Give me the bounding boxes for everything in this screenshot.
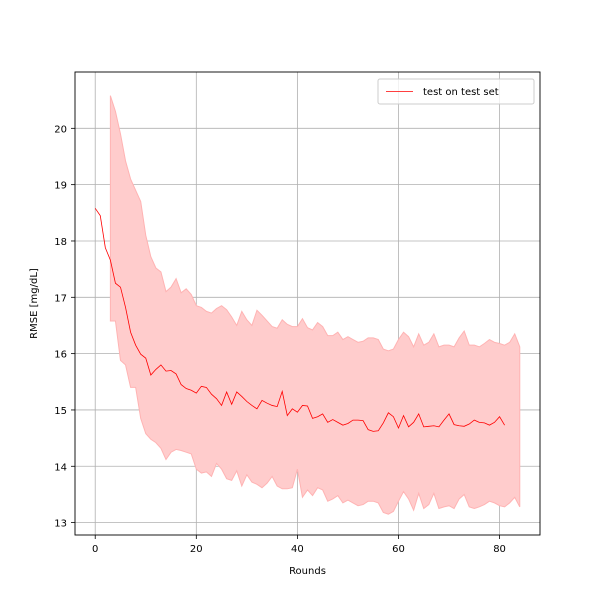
axes (74, 71, 541, 536)
x-axis-label: Rounds (289, 566, 326, 577)
tick-labels: 0 20 40 60 80 13 14 15 16 17 18 19 20 (54, 124, 506, 555)
y-tick-label: 14 (54, 462, 67, 473)
y-tick-label: 17 (54, 293, 67, 304)
y-tick-label: 20 (54, 124, 67, 135)
x-tick-label: 0 (92, 544, 98, 555)
legend-label: test on test set (423, 87, 499, 98)
x-tick-label: 40 (291, 544, 304, 555)
x-tick-label: 80 (493, 544, 506, 555)
confidence-band (109, 95, 521, 515)
series-line (94, 208, 505, 432)
x-tick-label: 20 (190, 544, 203, 555)
grid (75, 72, 540, 535)
legend: test on test set (377, 78, 535, 105)
y-axis-label: RMSE [mg/dL] (29, 268, 40, 339)
band-area (109, 95, 521, 515)
y-tick-label: 19 (54, 181, 67, 192)
series-lines (94, 208, 505, 432)
y-tick-label: 15 (54, 406, 67, 417)
y-tick-label: 13 (54, 519, 67, 530)
y-tick-label: 16 (54, 350, 67, 361)
legend-box (377, 78, 535, 105)
y-tick-label: 18 (54, 237, 67, 248)
x-tick-label: 60 (392, 544, 405, 555)
plot-frame (74, 71, 541, 536)
